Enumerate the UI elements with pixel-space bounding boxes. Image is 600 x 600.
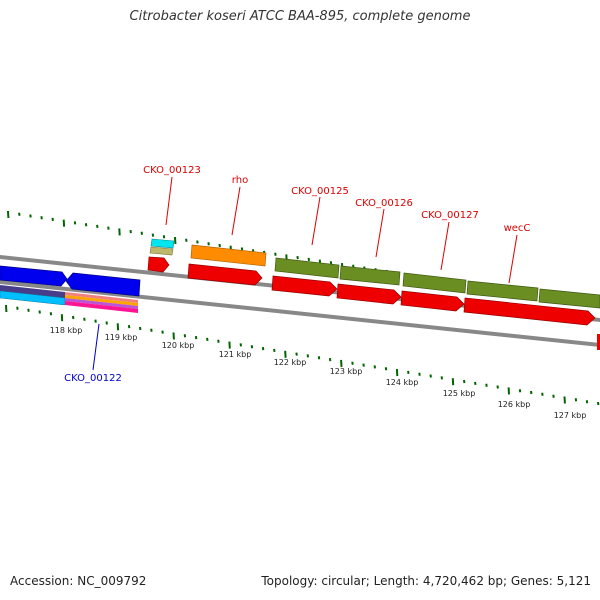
cds-arrow-cko-00123[interactable] — [147, 256, 170, 273]
gene-label-cko-00125[interactable]: CKO_00125 — [291, 186, 349, 197]
gene-block-cko-00123-cyan[interactable] — [150, 238, 175, 249]
blue-arrow-left[interactable] — [0, 265, 68, 287]
gene-block-cko-00125[interactable] — [274, 257, 340, 279]
cds-arrow-partial[interactable] — [597, 334, 600, 350]
cds-arrow-cko-00126[interactable] — [336, 283, 402, 305]
scale-label-123: 123 kbp — [330, 367, 363, 376]
lower-tick-ring — [5, 304, 600, 406]
blue-arrow-cko-00122[interactable] — [65, 272, 141, 297]
backbone-lower — [0, 280, 600, 347]
scale-label-120: 120 kbp — [162, 341, 195, 350]
magenta-band[interactable] — [65, 301, 138, 313]
orange-band[interactable] — [65, 295, 138, 306]
scale-label-119: 119 kbp — [105, 333, 138, 342]
gene-label-rho[interactable]: rho — [232, 175, 248, 186]
slate-band-left[interactable] — [0, 285, 65, 298]
gene-labels: CKO_00123 rho CKO_00125 CKO_00126 CKO_00… — [64, 165, 530, 384]
gene-label-cko-00127[interactable]: CKO_00127 — [421, 210, 479, 221]
gene-block-wecc-2[interactable] — [538, 288, 600, 309]
cds-arrow-cko-00127[interactable] — [400, 290, 465, 312]
reverse-strand-track[interactable] — [0, 265, 141, 313]
gene-block-cko-00127[interactable] — [402, 272, 467, 294]
leader-cko-00125 — [311, 196, 321, 246]
scale-label-124: 124 kbp — [386, 378, 419, 387]
gene-label-wecc[interactable]: wecC — [504, 223, 531, 234]
gene-block-cko-00123-khaki[interactable] — [149, 246, 174, 256]
scale-label-125: 125 kbp — [443, 389, 476, 398]
forward-cds-track[interactable] — [147, 256, 600, 350]
scale-label-122: 122 kbp — [274, 358, 307, 367]
pink-band-1[interactable] — [65, 292, 138, 303]
gene-label-cko-00122[interactable]: CKO_00122 — [64, 373, 122, 384]
leader-cko-00127 — [440, 221, 450, 271]
accession-text: Accession: NC_009792 — [10, 574, 147, 588]
scale-label-126: 126 kbp — [498, 400, 531, 409]
leader-cko-00123 — [165, 176, 173, 226]
gene-track[interactable] — [149, 238, 600, 309]
gene-label-cko-00123[interactable]: CKO_00123 — [143, 165, 201, 176]
leader-rho — [231, 186, 241, 236]
gene-label-cko-00126[interactable]: CKO_00126 — [355, 198, 413, 209]
gene-block-wecc[interactable] — [466, 280, 539, 302]
label-leaders — [92, 176, 518, 371]
map-title: Citrobacter koseri ATCC BAA-895, complet… — [129, 9, 471, 24]
cds-arrow-wecc[interactable] — [463, 297, 596, 326]
scale-label-121: 121 kbp — [219, 350, 252, 359]
scale-labels: 118 kbp 119 kbp 120 kbp 121 kbp 122 kbp … — [50, 326, 587, 420]
cds-arrow-rho[interactable] — [187, 263, 263, 286]
scale-label-127: 127 kbp — [554, 411, 587, 420]
genome-summary-text: Topology: circular; Length: 4,720,462 bp… — [261, 574, 591, 588]
violet-band[interactable] — [65, 298, 138, 309]
leader-cko-00122 — [92, 323, 100, 371]
scale-label-118: 118 kbp — [50, 326, 83, 335]
leader-cko-00126 — [375, 208, 385, 258]
gene-block-rho[interactable] — [190, 244, 267, 267]
cds-arrow-cko-00125[interactable] — [271, 275, 338, 297]
gene-block-cko-00126[interactable] — [339, 265, 401, 286]
leader-wecc — [508, 234, 518, 284]
